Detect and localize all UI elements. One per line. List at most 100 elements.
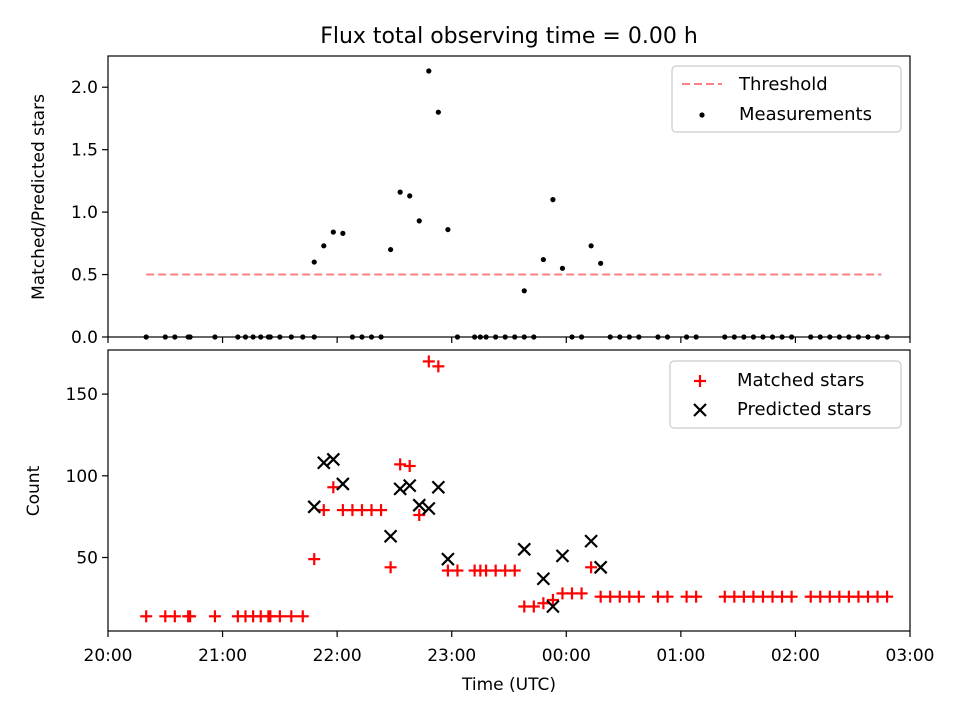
top-y-tick-label: 0.5	[71, 266, 98, 286]
predicted-star-point	[431, 480, 446, 495]
matched-star-point	[403, 459, 416, 472]
matched-star-point	[546, 593, 559, 606]
measurement-point	[540, 256, 546, 263]
measurement-point	[550, 197, 556, 203]
matched-star-point	[285, 610, 298, 623]
predicted-star-point	[517, 542, 532, 557]
top-panel: 0.00.51.01.52.0 Matched/Predicted stars …	[29, 55, 911, 348]
predicted-legend-swatch	[693, 403, 707, 417]
bottom-legend-box	[669, 360, 902, 429]
measurement-point	[416, 218, 422, 224]
matched-star-point	[785, 590, 798, 603]
matched-star-point	[296, 610, 309, 623]
bottom-x-ticks: 20:00 21:00 22:00 23:00 00:00 01:00 02:00 03:00	[84, 631, 935, 666]
predicted-star-point	[593, 560, 608, 575]
predicted-star-point	[336, 477, 350, 491]
measurement-point	[407, 193, 413, 199]
matched-star-point	[375, 504, 388, 517]
predicted-star-point	[383, 529, 398, 544]
predicted-star-point	[326, 452, 341, 467]
predicted-star-point	[422, 501, 436, 516]
x-tick-label: 23:00	[427, 646, 476, 666]
predicted-star-point	[536, 571, 551, 586]
top-x-tick-marks	[107, 337, 911, 343]
matched-star-point	[527, 600, 540, 613]
measurement-point	[521, 288, 527, 294]
chart-title: Flux total observing time = 0.00 h	[320, 24, 698, 49]
predicted-star-point	[412, 498, 427, 512]
predicted-star-point	[441, 552, 455, 566]
threshold-legend-label: Threshold	[738, 74, 828, 95]
matched-star-point	[168, 610, 181, 623]
matched-legend-label: Matched stars	[737, 370, 864, 391]
predicted-star-point	[546, 599, 560, 614]
top-y-tick-label: 2.0	[71, 78, 98, 98]
matched-star-point	[273, 610, 286, 623]
predicted-star-point	[316, 455, 331, 470]
measurement-point	[598, 260, 604, 266]
matched-star-point	[394, 458, 407, 471]
measurement-point	[321, 243, 327, 249]
matched-star-point	[632, 590, 645, 603]
matched-star-point	[184, 610, 197, 623]
bottom-y-axis-label: Count	[24, 465, 44, 516]
matched-star-point	[208, 610, 221, 623]
measurement-point	[426, 68, 432, 74]
bottom-panel: 50 100 150 20:00 21:00 22:00 23:00 00:00 01:00 0…	[24, 349, 935, 695]
top-y-ticks: 0.0 0.5 1.0 1.5 2.0	[71, 78, 108, 348]
matched-star-point	[140, 610, 153, 623]
matched-star-point	[422, 355, 435, 368]
bottom-y-tick-label: 100	[66, 467, 98, 487]
x-tick-label: 01:00	[656, 646, 705, 666]
top-legend-box	[671, 65, 902, 133]
bottom-y-ticks: 50 100 150	[66, 385, 108, 568]
predicted-star-point	[584, 534, 598, 548]
x-tick-label: 22:00	[313, 646, 362, 666]
top-legend: Threshold Measurements	[671, 65, 902, 133]
matched-star-point	[327, 481, 340, 494]
measurement-point	[340, 230, 346, 236]
x-tick-label: 21:00	[198, 646, 247, 666]
matched-star-point	[384, 561, 397, 574]
top-y-tick-label: 1.0	[71, 203, 98, 223]
x-tick-label: 00:00	[542, 646, 591, 666]
top-y-tick-label: 0.0	[71, 328, 98, 348]
x-axis-label: Time (UTC)	[461, 675, 556, 695]
bottom-marks	[140, 355, 894, 623]
measurement-point	[588, 243, 594, 249]
predicted-star-point	[402, 478, 417, 493]
bottom-legend: Matched stars Predicted stars	[669, 360, 902, 429]
bottom-y-tick-label: 150	[66, 385, 98, 405]
matched-star-point	[317, 504, 330, 517]
matched-star-point	[508, 564, 521, 577]
top-axes-frame	[107, 55, 911, 338]
measurement-point	[388, 246, 394, 253]
measurement-point	[559, 265, 566, 271]
matched-legend-swatch	[694, 375, 706, 387]
x-tick-label: 03:00	[886, 646, 935, 666]
x-tick-label: 20:00	[84, 646, 133, 666]
matched-star-point	[413, 509, 426, 522]
measurement-point	[435, 109, 441, 115]
matched-star-point	[308, 553, 321, 566]
top-y-tick-label: 1.5	[71, 141, 98, 161]
x-tick-label: 02:00	[771, 646, 820, 666]
measurement-point	[330, 229, 336, 235]
matched-star-point	[432, 360, 445, 373]
predicted-star-point	[393, 482, 407, 496]
measurement-point	[311, 259, 317, 265]
measurement-point	[445, 226, 451, 233]
bottom-y-tick-label: 50	[76, 548, 98, 568]
matched-star-point	[575, 587, 588, 600]
bottom-axes-frame	[107, 349, 911, 632]
measurements-legend-label: Measurements	[739, 104, 872, 125]
measurements-legend-swatch	[699, 112, 705, 118]
matched-star-point	[537, 597, 550, 610]
matched-star-point	[881, 590, 894, 603]
matched-star-point	[585, 561, 598, 574]
predicted-star-point	[555, 549, 570, 563]
predicted-star-point	[307, 500, 322, 514]
matched-star-point	[690, 590, 703, 603]
measurement-point	[397, 189, 403, 195]
